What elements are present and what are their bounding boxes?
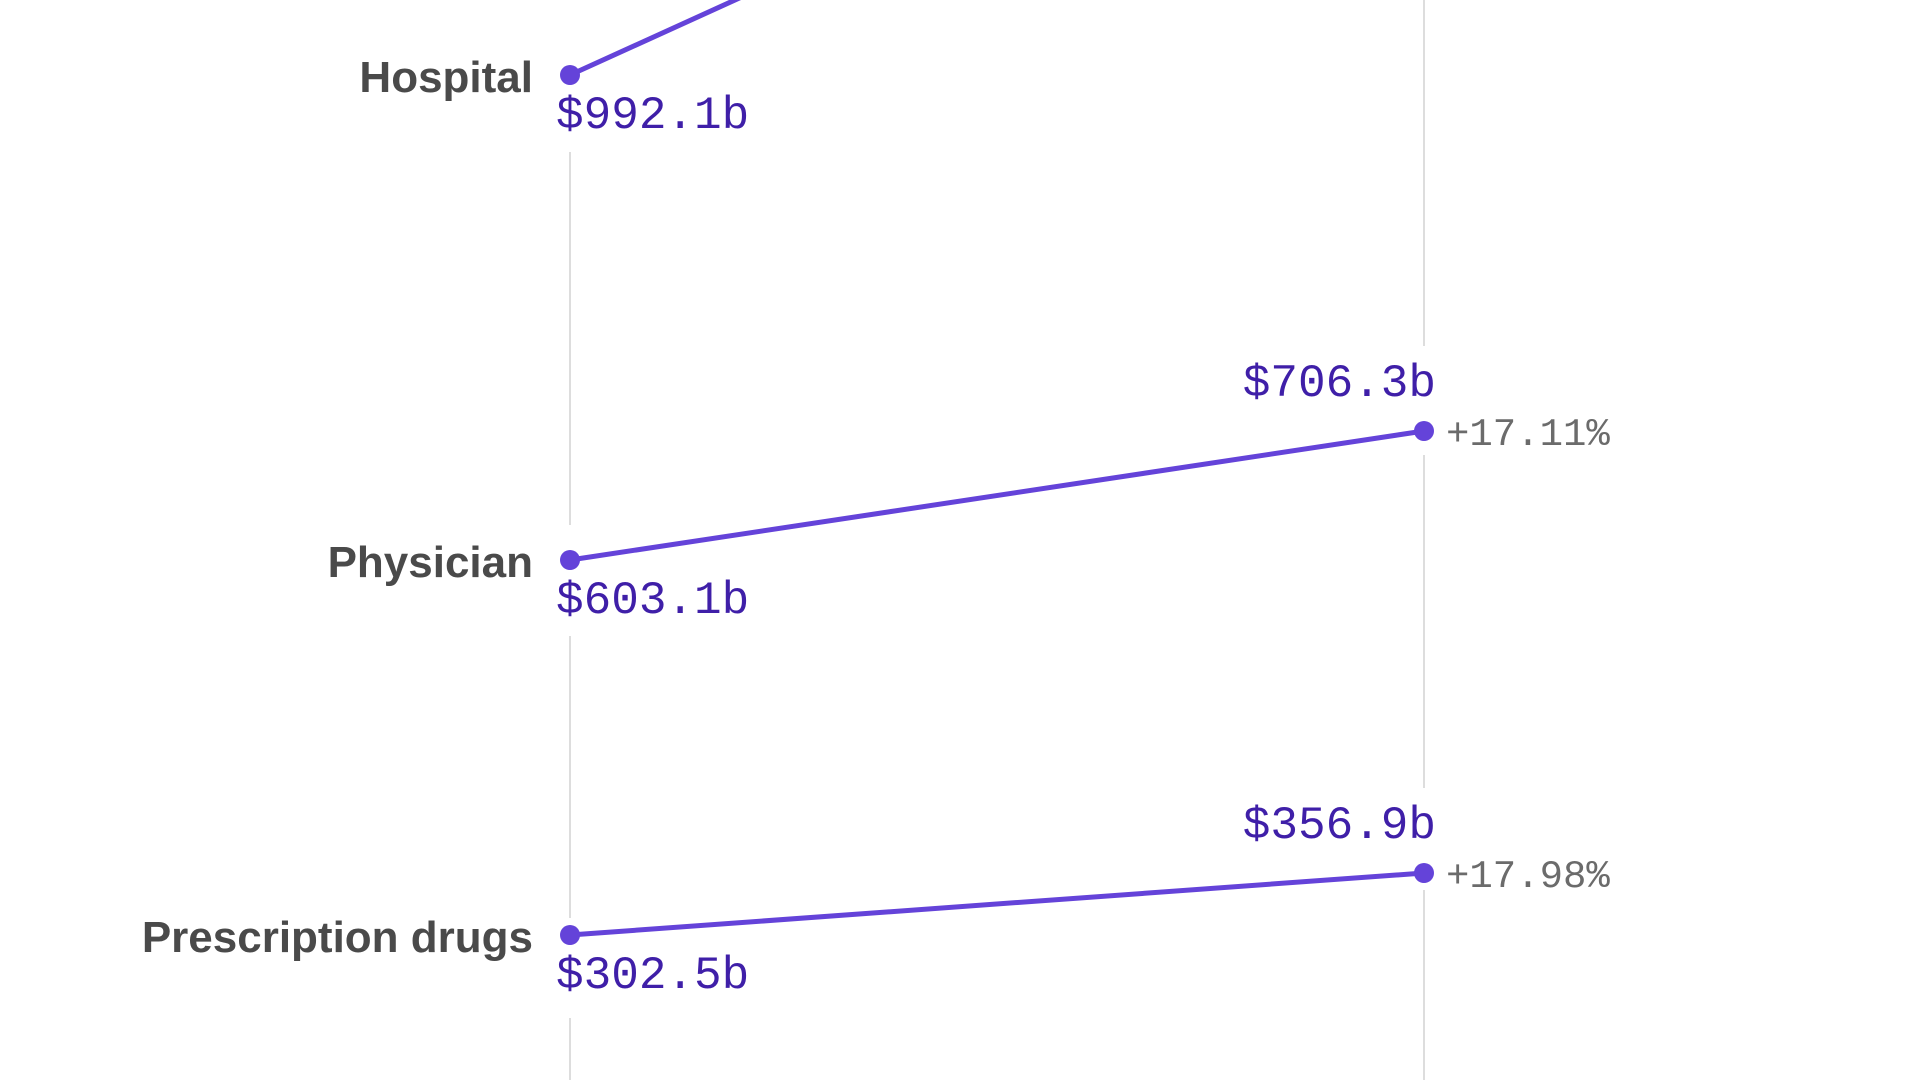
slope-line-physician (567, 428, 1427, 563)
category-label-prescription-drugs: Prescription drugs (142, 913, 533, 962)
start-value-label-hospital: $992.1b (556, 90, 749, 142)
end-point-prescription-drugs (1414, 863, 1434, 883)
start-value-label-prescription-drugs: $302.5b (556, 950, 749, 1002)
end-point-physician (1414, 421, 1434, 441)
end-value-label-physician: $706.3b (1243, 358, 1436, 410)
percent-change-label-prescription-drugs: +17.98% (1446, 855, 1610, 899)
slope-line-prescription-drugs (567, 870, 1427, 938)
start-point-hospital (560, 65, 580, 85)
slope-line-hospital (567, 0, 742, 78)
category-label-hospital: Hospital (359, 53, 533, 102)
start-value-label-physician: $603.1b (556, 575, 749, 627)
start-point-prescription-drugs (560, 925, 580, 945)
end-value-label-prescription-drugs: $356.9b (1243, 800, 1436, 852)
category-label-physician: Physician (328, 538, 533, 587)
start-point-physician (560, 550, 580, 570)
percent-change-label-physician: +17.11% (1446, 413, 1610, 457)
